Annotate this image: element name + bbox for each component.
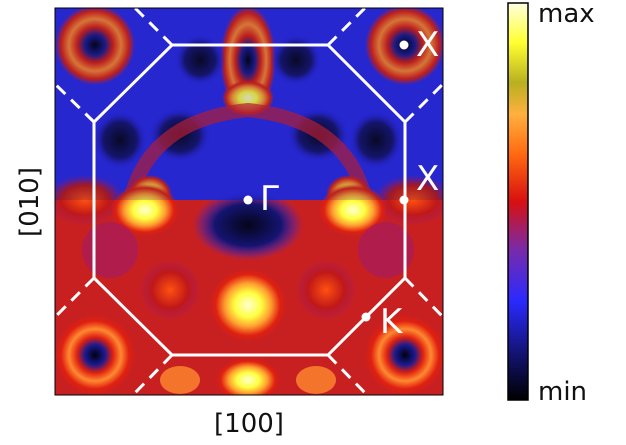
y-axis-label: [010]	[15, 167, 45, 237]
colorbar-min-label: min	[538, 377, 587, 407]
zone-boundary	[55, 8, 443, 395]
x-point-marker-mid	[399, 195, 409, 205]
k-point-marker	[361, 312, 371, 322]
symmetry-points: Γ X X K	[243, 25, 439, 342]
x-axis-label: [100]	[214, 409, 284, 439]
upper-dim-overlay	[55, 8, 443, 200]
k-label: K	[380, 302, 404, 342]
gamma-point-marker	[243, 195, 253, 205]
dashed-lines	[55, 8, 443, 395]
heatmap	[55, 8, 443, 395]
gamma-label: Γ	[260, 179, 279, 219]
colorbar-gradient	[507, 2, 529, 401]
upper-features	[55, 8, 443, 225]
colorbar-max-label: max	[538, 0, 595, 29]
lower-features	[55, 184, 443, 395]
x-point-marker-top	[399, 40, 409, 50]
colorbar: max min	[507, 0, 595, 407]
x-label-top: X	[416, 25, 439, 65]
plot-frame	[54, 7, 444, 396]
x-label-mid: X	[416, 159, 439, 199]
